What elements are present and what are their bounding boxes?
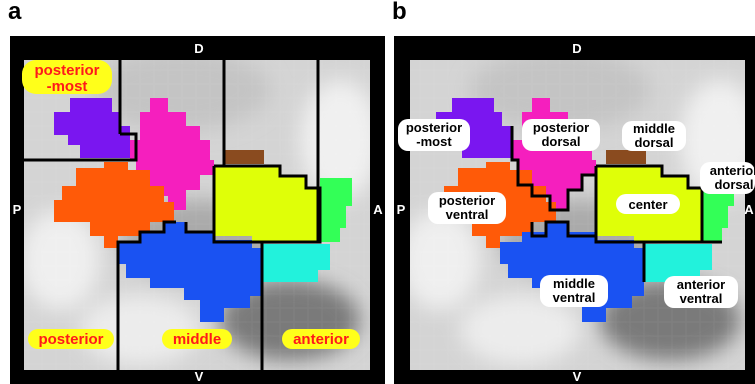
panel-b-dorsal-label: D xyxy=(572,41,581,56)
region-anterior-ventral xyxy=(262,244,330,282)
label-posterior-most-line1: posterior xyxy=(34,62,99,79)
panel-a-letter: a xyxy=(8,0,22,25)
region-posterior-ventral xyxy=(54,162,174,248)
label-b-middle-ventral-line1: middle xyxy=(553,276,595,291)
label-bg-b-posterior-dorsal xyxy=(522,119,600,151)
region-posterior-most xyxy=(54,98,133,158)
label-bg-b-posterior-most xyxy=(398,119,470,151)
panel-b-posterior-label: P xyxy=(397,202,406,217)
panel-a: D V P A posterior -most posterior middle… xyxy=(10,36,385,384)
panel-b-anterior-label: A xyxy=(744,202,754,217)
panel-a-dorsal-label: D xyxy=(194,41,203,56)
region-middle-ventral xyxy=(118,222,262,322)
label-b-posterior-ventral-line1: posterior xyxy=(439,193,495,208)
panel-a-ventral-label: V xyxy=(195,369,204,384)
label-b-posterior-most-line2: -most xyxy=(416,134,452,149)
label-b-posterior-most-line1: posterior xyxy=(406,120,462,135)
label-anterior: anterior xyxy=(293,331,349,348)
label-b-anterior-ventral-line2: ventral xyxy=(680,291,723,306)
panel-b: D V P A posterior -most posterior dorsal… xyxy=(394,36,755,384)
label-bg-b-middle-dorsal xyxy=(622,121,686,151)
label-middle: middle xyxy=(173,331,221,348)
label-bg-b-posterior-ventral xyxy=(428,192,506,224)
region-middle-dorsal xyxy=(224,150,264,164)
label-posterior: posterior xyxy=(38,331,103,348)
label-bg-b-anterior-ventral xyxy=(664,276,738,308)
label-bg-b-center xyxy=(616,194,680,214)
panel-b-letter: b xyxy=(392,0,407,25)
label-b-middle-dorsal-line2: dorsal xyxy=(634,135,673,150)
label-bg-posterior-most xyxy=(22,60,112,94)
label-b-posterior-ventral-line2: ventral xyxy=(446,207,489,222)
label-posterior-most-line2: -most xyxy=(47,78,88,95)
panel-b-boundaries xyxy=(510,126,722,282)
label-bg-b-middle-ventral xyxy=(540,275,608,307)
region-center xyxy=(214,166,320,242)
label-b-middle-dorsal-line1: middle xyxy=(633,121,675,136)
region-anterior-dorsal xyxy=(320,178,352,242)
label-b-posterior-dorsal-line1: posterior xyxy=(533,120,589,135)
label-bg-middle xyxy=(162,329,232,349)
region-b-anterior-ventral xyxy=(644,244,712,282)
panel-a-boundaries xyxy=(24,60,322,370)
region-b-middle-dorsal xyxy=(606,150,646,164)
label-b-posterior-dorsal-line2: dorsal xyxy=(541,134,580,149)
label-b-anterior-dorsal-line2: dorsal xyxy=(714,177,753,192)
region-posterior-dorsal xyxy=(130,98,214,210)
panel-a-posterior-label: P xyxy=(13,202,22,217)
panel-b-ventral-label: V xyxy=(573,369,582,384)
label-b-middle-ventral-line2: ventral xyxy=(553,290,596,305)
panel-a-anterior-label: A xyxy=(373,202,383,217)
label-b-center: center xyxy=(628,197,667,212)
label-bg-posterior xyxy=(28,329,114,349)
label-bg-anterior xyxy=(282,329,360,349)
label-b-anterior-dorsal-line1: anterior xyxy=(710,163,755,178)
label-bg-b-anterior-dorsal xyxy=(700,162,755,194)
label-b-anterior-ventral-line1: anterior xyxy=(677,277,725,292)
